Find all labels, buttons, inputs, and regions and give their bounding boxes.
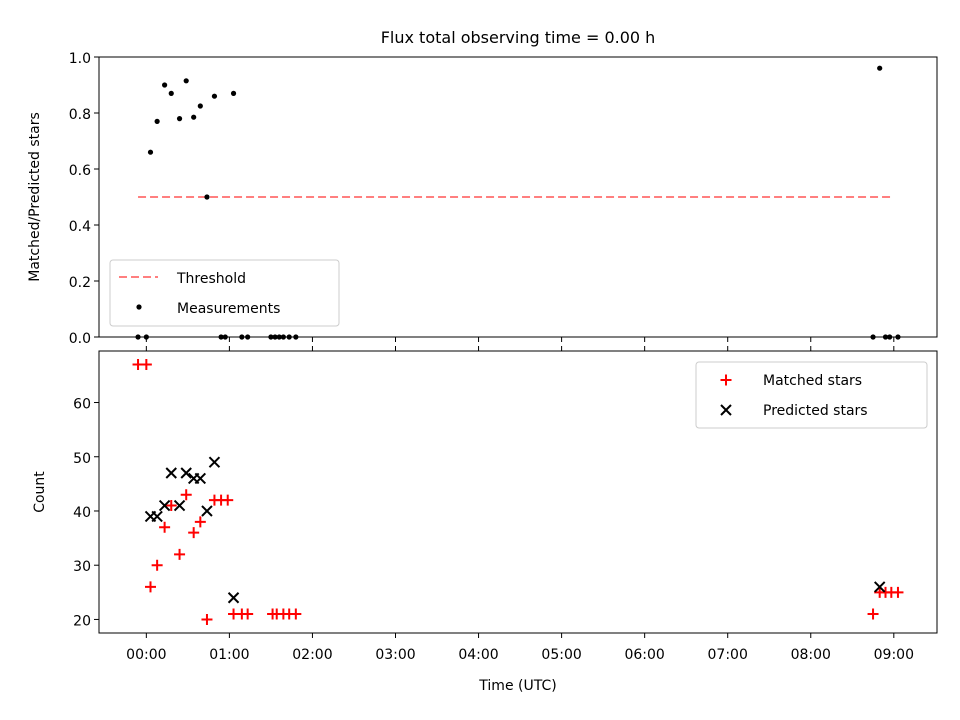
measurement-point [183,78,189,84]
measurement-point [191,114,197,120]
predicted-point [227,592,240,604]
matched-point [174,548,186,560]
measurement-point [204,194,210,200]
predicted-point [151,510,163,523]
legend-matched-swatch [720,374,732,386]
measurement-point [176,116,183,122]
y-tick-label: 50 [73,451,91,467]
matched-point [201,613,213,625]
measurement-point [211,93,218,99]
matched-point [290,608,302,620]
x-tick-label: 09:00 [874,647,914,663]
y-tick-label: 0.4 [69,219,91,235]
y-tick-label: 40 [73,505,91,521]
x-tick-label: 08:00 [791,647,831,663]
matched-point [892,586,904,598]
y-tick-label: 60 [73,397,91,413]
bottom-panel: 20 30 40 50 60 Count 00:00 01:00 02:00 03:00 04:00… [32,346,938,694]
predicted-point [173,499,186,512]
matched-point [222,494,234,506]
x-tick-label: 05:00 [541,647,581,663]
y-tick-label: 1.0 [69,51,91,67]
top-legend-box [109,259,340,327]
legend-measurements-swatch [136,304,142,310]
y-tick-label: 30 [73,559,91,575]
legend-predicted-swatch [720,404,732,416]
y-tick-label: 20 [73,613,91,629]
bottom-panel-frame [98,350,938,634]
y-axis-label: Count [32,471,48,513]
x-tick-label: 00:00 [126,647,166,663]
measurement-point [154,118,160,124]
predicted-point [158,499,171,512]
matched-point [144,581,156,593]
matched-point [165,500,177,512]
top-panel-frame [98,56,938,338]
matched-point [159,521,171,533]
matched-point [140,359,152,371]
measurement-point [197,103,203,109]
matched-point [194,516,206,528]
x-tick-label: 01:00 [209,647,249,663]
matched-point [188,527,200,539]
predicted-point [201,505,213,517]
x-axis-label: Time (UTC) [478,678,556,694]
predicted-point [180,467,192,479]
legend-matched-label: Matched stars [763,373,862,389]
x-tick-label: 06:00 [624,647,664,663]
measurement-point [877,65,883,71]
bottom-legend-box [695,361,928,429]
y-tick-label: 0.8 [69,107,91,123]
x-tick-label: 04:00 [458,647,498,663]
measurement-point [147,149,154,155]
y-tick-label: 0.0 [69,331,91,347]
x-tick-label: 02:00 [292,647,332,663]
y-axis-label: Matched/Predicted stars [27,112,43,282]
chart-title: Flux total observing time = 0.00 h [381,28,656,47]
measurement-point [230,90,237,96]
matched-point [867,608,879,620]
legend-predicted-label: Predicted stars [763,403,868,419]
x-tick-label: 03:00 [375,647,415,663]
y-tick-label: 0.6 [69,163,91,179]
x-tick-label: 07:00 [708,647,748,663]
matched-point [151,559,163,571]
predicted-point [208,456,221,468]
legend-measurements-label: Measurements [177,301,280,317]
matched-point [180,489,192,501]
predicted-point [873,581,886,593]
legend-threshold-label: Threshold [176,271,246,287]
predicted-point [194,472,207,485]
top-panel: Flux total observing time = 0.00 h 0.0 0.2… [27,28,938,347]
measurement-point [168,90,174,96]
matched-point [242,608,254,620]
measurement-point [162,82,168,88]
y-tick-label: 0.2 [69,275,91,291]
predicted-point [165,467,177,479]
